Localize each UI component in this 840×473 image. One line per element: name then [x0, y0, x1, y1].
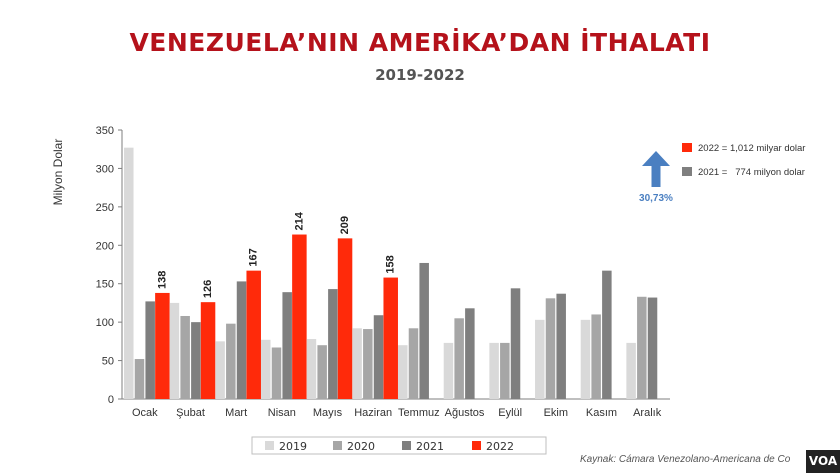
bar-2019 — [398, 345, 408, 399]
bar-2019 — [580, 319, 591, 399]
x-tick-label: Eylül — [498, 407, 522, 419]
x-tick-label: Temmuz — [398, 407, 440, 419]
y-tick-label: 200 — [96, 240, 114, 252]
legend-note-2021: 2021 = 774 milyon dolar — [698, 167, 805, 178]
bar-2021 — [373, 315, 384, 399]
y-tick-label: 350 — [96, 125, 114, 137]
bar-2019 — [489, 342, 499, 399]
bar-2020 — [226, 323, 236, 399]
bar-2019 — [306, 339, 317, 399]
x-tick-label: Kasım — [586, 407, 617, 419]
x-tick-label: Nisan — [268, 407, 296, 419]
bar-2022 — [292, 234, 307, 399]
chart-subtitle: 2019-2022 — [375, 66, 465, 84]
bar-2020 — [134, 359, 145, 399]
bar-2022 — [383, 277, 398, 399]
y-axis-label: Milyon Dolar — [51, 139, 65, 206]
bar-value-label: 209 — [339, 216, 351, 234]
bar-2019 — [443, 342, 454, 399]
chart-title: VENEZUELA’NIN AMERİKA’DAN İTHALATI — [129, 28, 711, 57]
bar-2021 — [556, 293, 566, 399]
legend-label: 2020 — [347, 440, 375, 453]
bar-value-label: 214 — [293, 211, 305, 230]
bar-2019 — [261, 339, 271, 399]
bar-2021 — [282, 292, 292, 399]
legend-label: 2022 — [486, 440, 514, 453]
bar-2021 — [602, 270, 612, 399]
x-tick-label: Mart — [225, 407, 247, 419]
y-tick-label: 300 — [96, 163, 114, 175]
bar-2020 — [271, 347, 282, 399]
bar-2021 — [328, 289, 338, 399]
x-tick-label: Ekim — [544, 407, 568, 419]
y-tick-label: 150 — [96, 279, 114, 291]
legend-swatch — [402, 441, 411, 450]
chart-bar-labels: 138 126 167 214 209 158 — [156, 211, 396, 298]
bar-2021 — [647, 297, 658, 399]
legend-swatch — [472, 441, 481, 450]
bar-2020 — [454, 318, 464, 399]
bar-2021 — [510, 288, 521, 399]
y-tick-label: 0 — [108, 394, 114, 406]
growth-percentage: 30,73% — [639, 193, 673, 204]
bar-2020 — [637, 296, 647, 399]
bar-2020 — [317, 345, 327, 399]
bar-2019 — [124, 147, 134, 399]
bar-2020 — [545, 298, 556, 399]
x-tick-label: Mayıs — [313, 407, 343, 419]
x-tick-label: Ocak — [132, 407, 158, 419]
bar-value-label: 138 — [156, 271, 168, 289]
bar-2019 — [535, 319, 545, 399]
bar-value-label: 167 — [248, 248, 260, 266]
bar-2021 — [465, 308, 475, 399]
bar-2022 — [200, 302, 216, 399]
chart-legend: 2019 2020 2021 2022 — [251, 436, 547, 455]
bar-2019 — [626, 342, 636, 399]
bar-2021 — [191, 322, 201, 399]
legend-swatch — [265, 441, 274, 450]
bar-2022 — [246, 270, 261, 399]
bar-2020 — [180, 315, 190, 399]
y-tick-label: 250 — [96, 202, 114, 214]
bar-2021 — [145, 301, 155, 399]
bar-2022 — [155, 292, 170, 399]
x-tick-label: Şubat — [176, 407, 205, 419]
x-tick-label: Aralık — [633, 407, 662, 419]
annotation-box: 30,73% 2022 = 1,012 milyar dolar 2021 = … — [639, 143, 805, 204]
bar-2022 — [337, 238, 353, 399]
legend-label: 2019 — [279, 440, 307, 453]
source-note: Kaynak: Cámara Venezolano-Americana de C… — [580, 454, 791, 465]
bar-2019 — [169, 302, 180, 399]
bar-value-label: 126 — [202, 280, 214, 298]
legend-note-2022: 2022 = 1,012 milyar dolar — [698, 143, 805, 154]
bar-2020 — [591, 314, 601, 399]
arrow-up-icon — [642, 151, 670, 187]
bar-2019 — [215, 341, 225, 399]
legend-swatch-2022 — [682, 143, 692, 152]
x-tick-label: Haziran — [354, 407, 392, 419]
bar-2021 — [236, 281, 247, 399]
chart-x-labels: Ocak Şubat Mart Nisan Mayıs Haziran Temmuz Ağus… — [132, 407, 662, 419]
voa-logo: VOA — [806, 450, 840, 473]
x-tick-label: Ağustos — [445, 407, 485, 419]
bar-2019 — [352, 328, 362, 399]
y-tick-label: 50 — [102, 356, 114, 368]
bar-2020 — [500, 342, 510, 399]
bar-2020 — [363, 329, 373, 399]
legend-swatch-2021 — [682, 167, 692, 176]
chart-bars — [124, 147, 658, 399]
y-tick-label: 100 — [96, 317, 114, 329]
bar-2021 — [419, 262, 429, 399]
legend-label: 2021 — [416, 440, 444, 453]
bar-value-label: 158 — [385, 255, 397, 273]
legend-swatch — [333, 441, 342, 450]
bar-2020 — [408, 328, 419, 399]
